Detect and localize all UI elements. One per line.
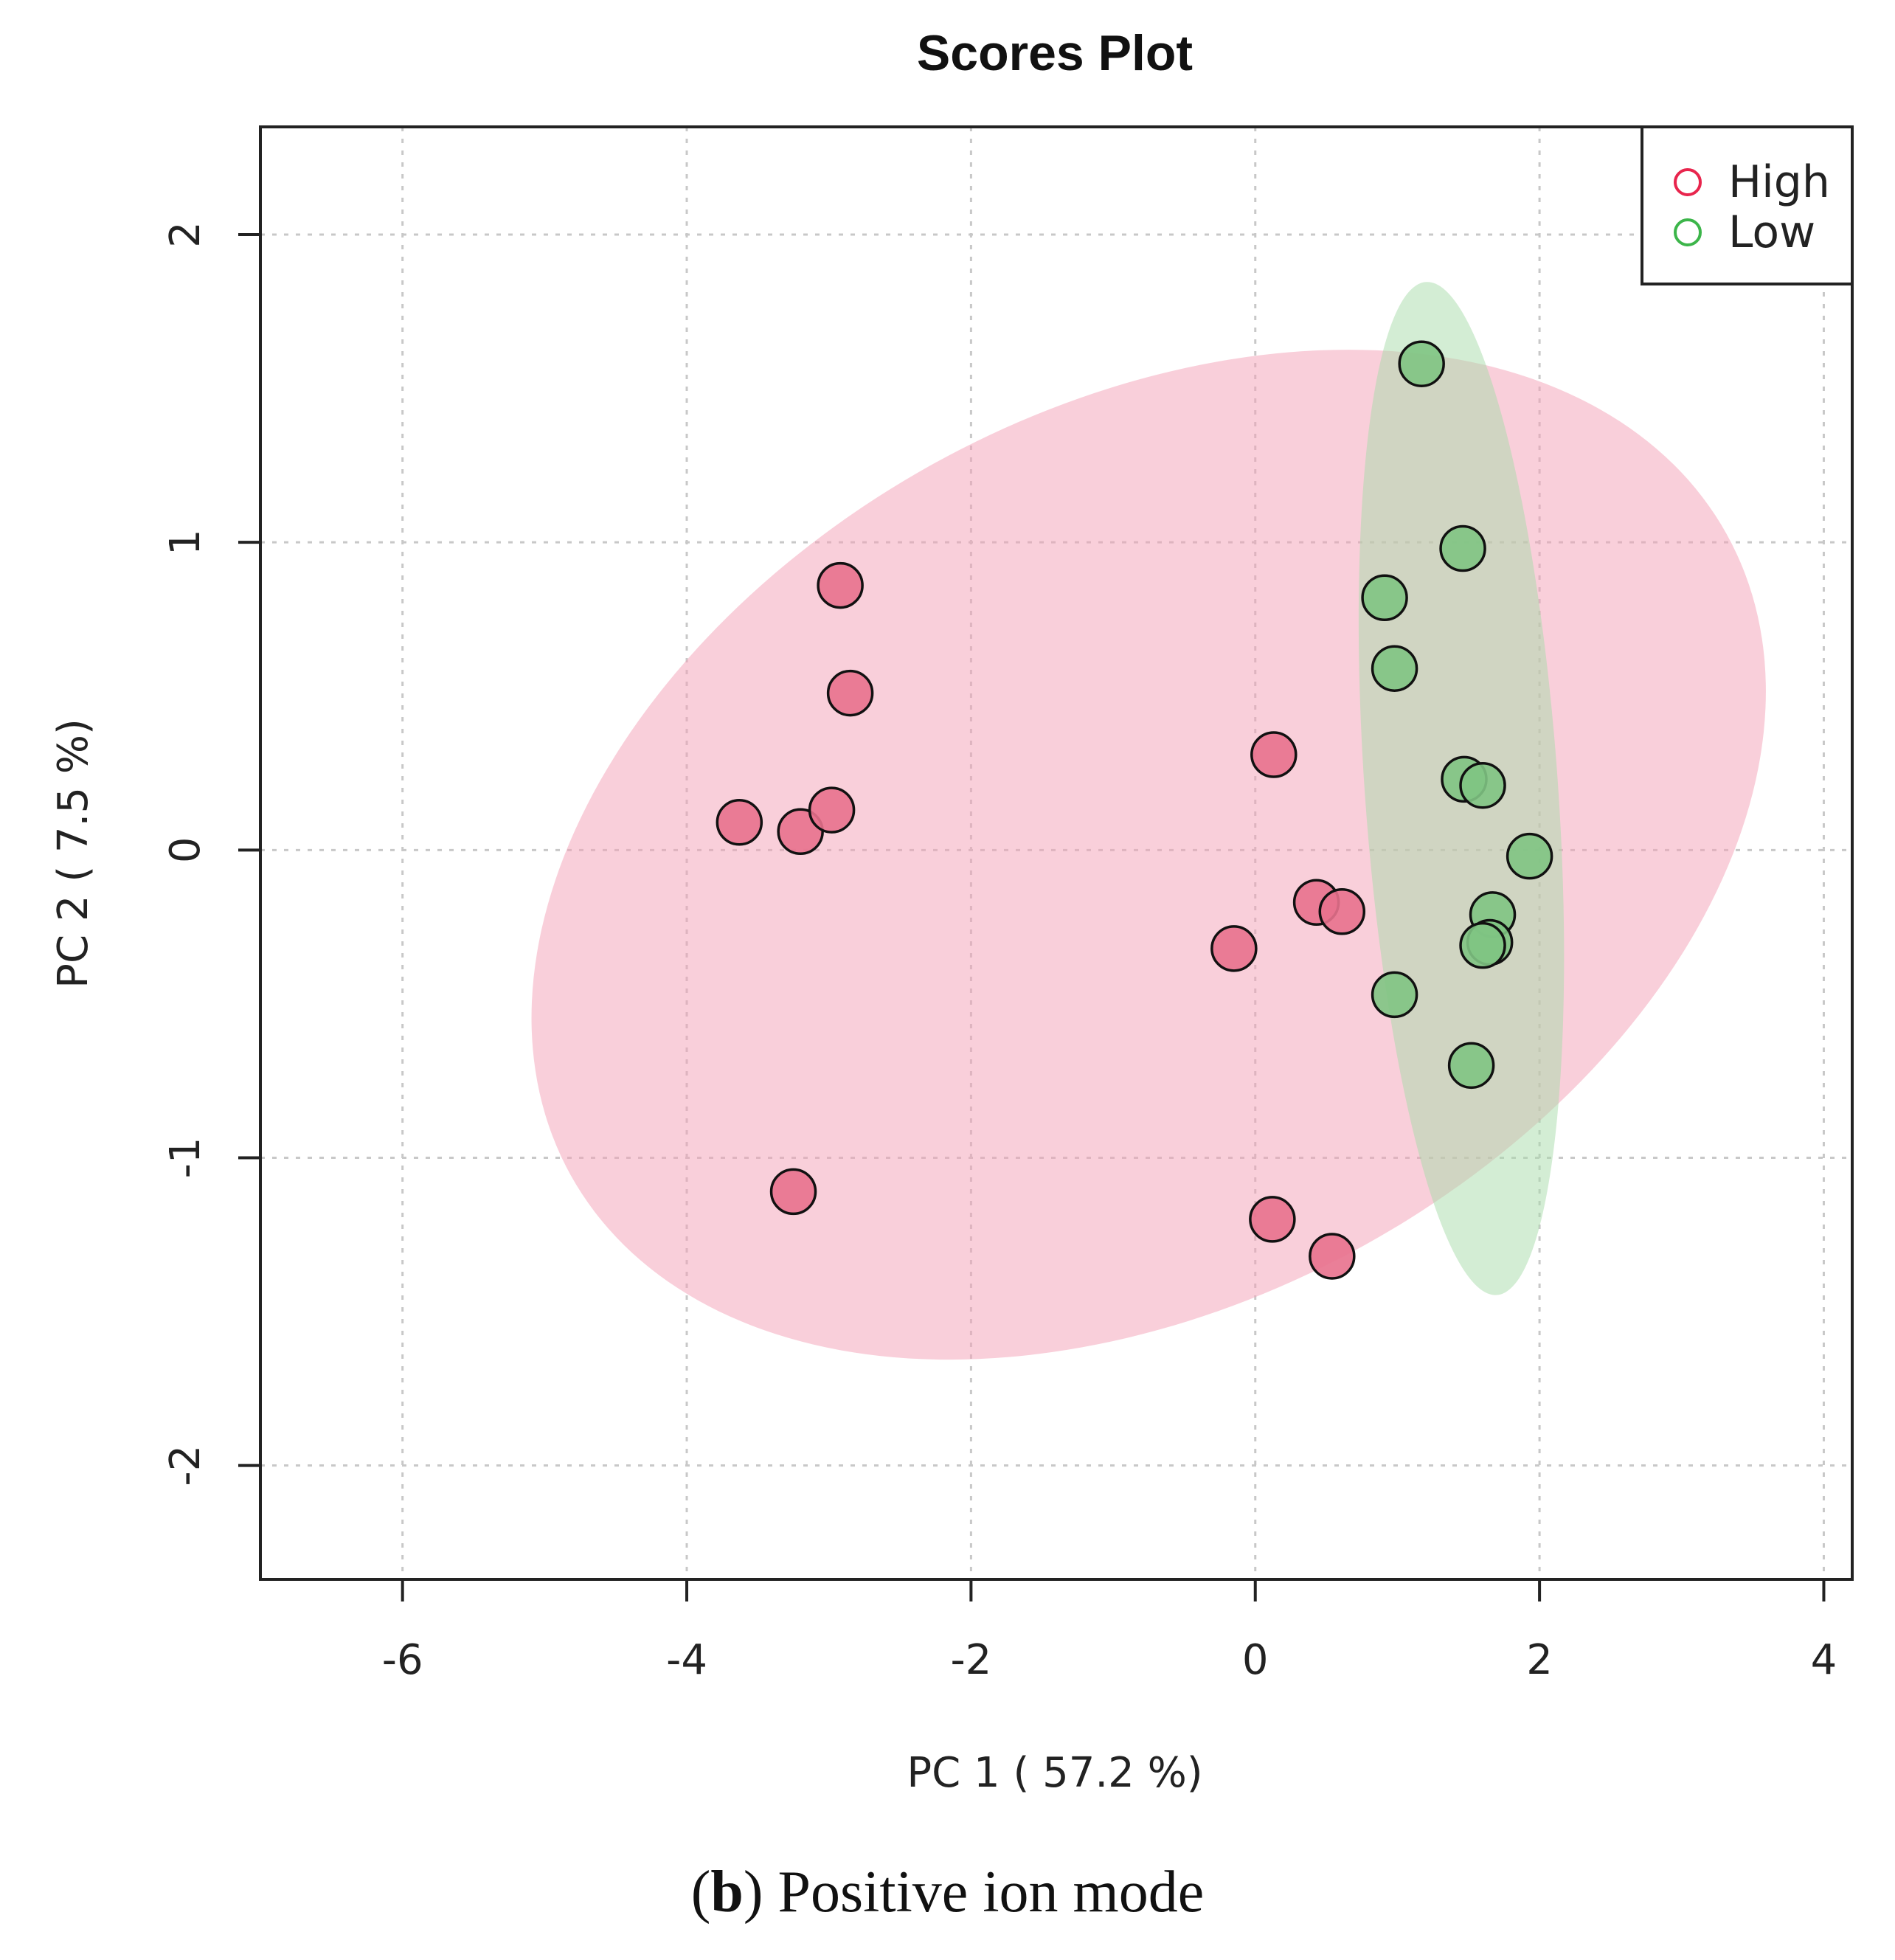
data-points	[716, 340, 1553, 1280]
x-tick-label-4: 2	[1526, 1636, 1553, 1684]
caption-label-letter: b	[710, 1860, 744, 1925]
point-low-9	[1459, 921, 1506, 969]
legend: High Low	[1641, 125, 1854, 285]
x-tick-label-2: -2	[950, 1636, 991, 1684]
point-high-6	[1250, 731, 1298, 778]
point-low-5	[1459, 761, 1506, 809]
legend-box	[1641, 125, 1854, 285]
point-low-10	[1371, 971, 1418, 1019]
x-tick-label-1: -4	[666, 1636, 707, 1684]
y-tick-label-1: -1	[162, 1137, 209, 1179]
point-high-8	[1318, 888, 1366, 935]
point-high-11	[1309, 1233, 1356, 1280]
point-high-10	[1249, 1196, 1296, 1243]
y-axis-ticks: -2 -1 0 1 2	[162, 221, 260, 1486]
point-low-3	[1371, 645, 1418, 692]
confidence-ellipses	[531, 282, 1766, 1360]
point-low-11	[1447, 1042, 1495, 1090]
figure-caption: (b) Positive ion mode	[0, 1859, 1895, 1926]
chart-title: Scores Plot	[917, 25, 1193, 81]
point-low-1	[1439, 524, 1486, 572]
x-axis-label: PC 1 ( 57.2 %)	[907, 1749, 1202, 1797]
point-low-0	[1398, 340, 1445, 387]
point-high-5	[769, 1168, 817, 1216]
x-axis-ticks: -6 -4 -2 0 2 4	[382, 1579, 1837, 1684]
point-high-0	[817, 561, 864, 609]
legend-marker-high	[1674, 168, 1702, 196]
y-tick-label-0: -2	[162, 1445, 209, 1486]
point-low-6	[1506, 832, 1553, 880]
y-axis-label: PC 2 ( 7.5 %)	[49, 718, 97, 988]
caption-text: Positive ion mode	[763, 1860, 1205, 1925]
legend-label-high: High	[1728, 156, 1830, 208]
x-tick-label-0: -6	[382, 1636, 423, 1684]
caption-label: (b)	[690, 1860, 763, 1925]
y-tick-label-3: 1	[162, 529, 209, 555]
x-tick-label-3: 0	[1242, 1636, 1269, 1684]
point-low-2	[1361, 574, 1408, 622]
legend-marker-low	[1674, 218, 1702, 246]
point-high-2	[716, 799, 763, 846]
x-tick-label-5: 4	[1811, 1636, 1837, 1684]
y-tick-label-4: 2	[162, 221, 209, 248]
legend-label-low: Low	[1728, 207, 1815, 258]
point-high-4	[808, 786, 856, 834]
y-tick-label-2: 0	[162, 837, 209, 864]
ellipse-high	[531, 350, 1766, 1360]
point-high-1	[826, 669, 874, 717]
point-high-9	[1210, 925, 1258, 972]
plot-frame	[259, 125, 1854, 1581]
